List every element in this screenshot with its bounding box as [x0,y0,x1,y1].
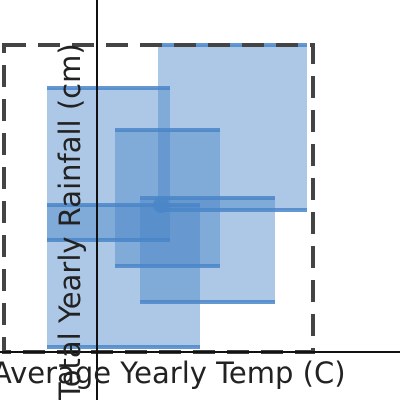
range-box [47,205,200,347]
range-box [140,198,275,302]
point [153,197,169,213]
x-axis-label: Average Yearly Temp (C) [0,356,346,390]
selection-frame [2,43,315,354]
y-axis-label: Total Yearly Rainfall (cm) [53,43,87,400]
range-box [158,45,307,210]
plot-area [47,43,307,349]
range-box [47,88,170,240]
